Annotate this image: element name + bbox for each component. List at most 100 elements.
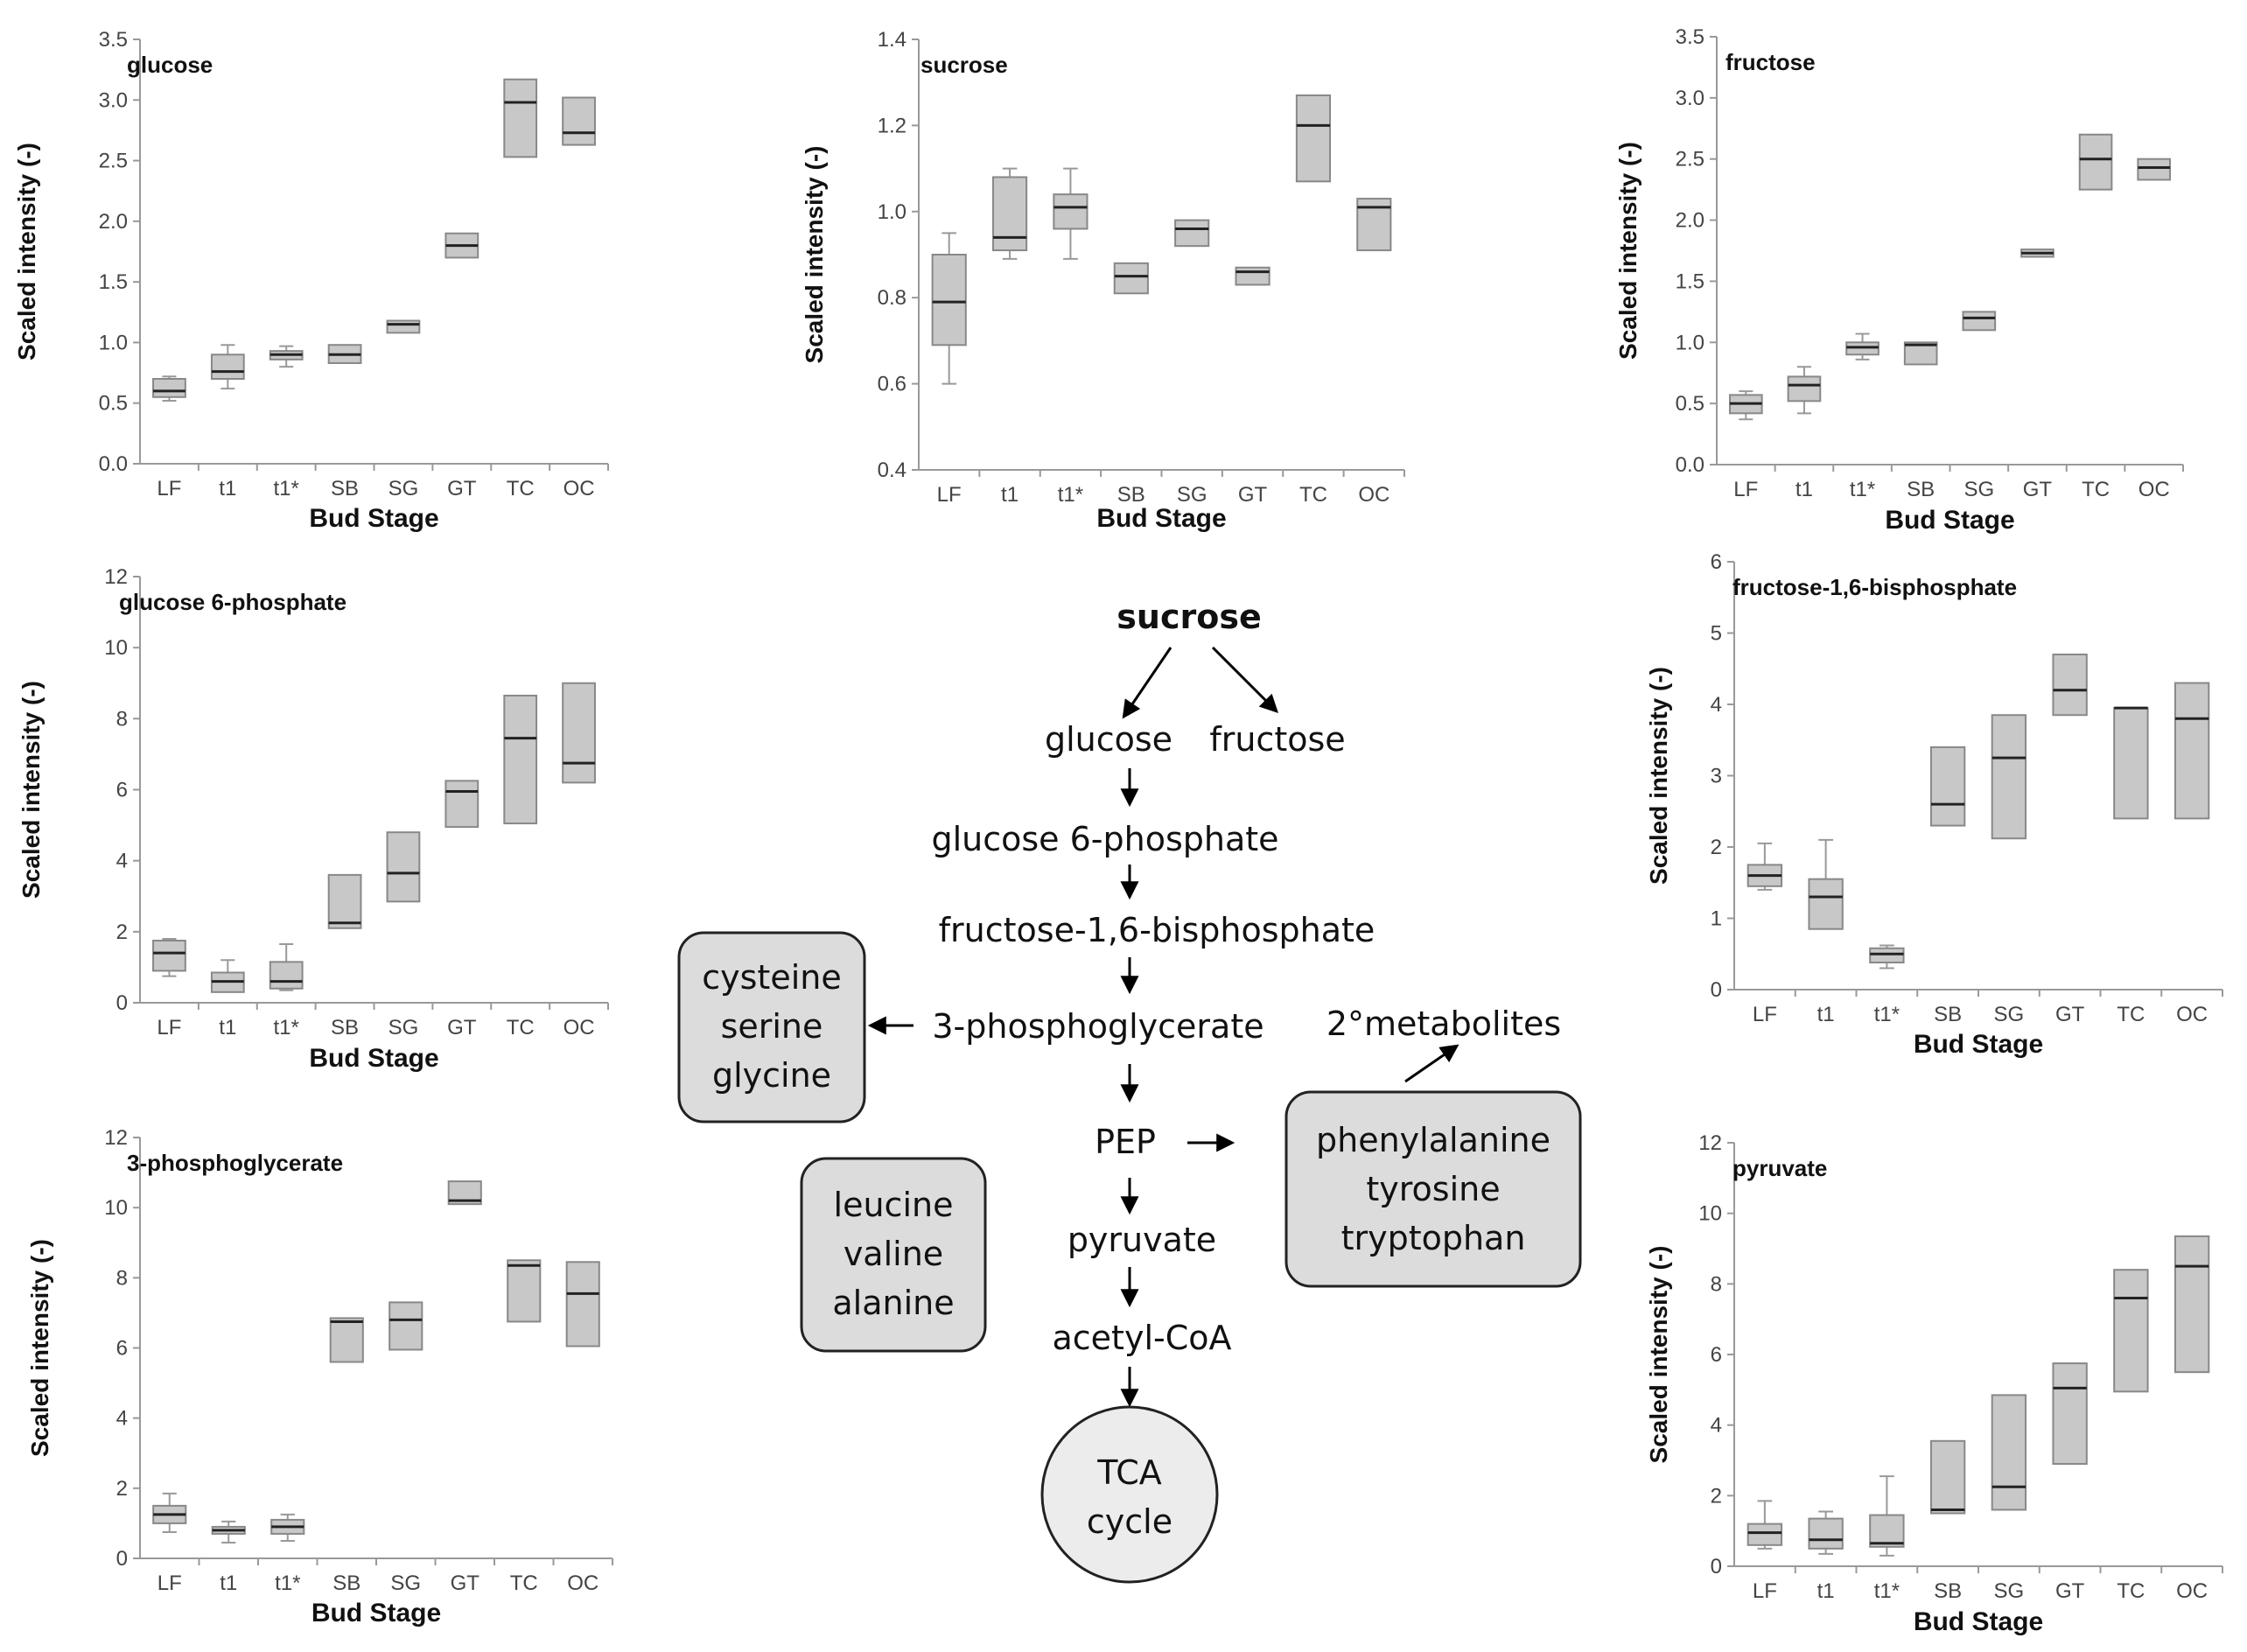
y-tick-label: 2.0 xyxy=(1676,209,1704,233)
tca-cycle-label-1: TCA xyxy=(1096,1453,1162,1492)
chart-title: fructose-1,6-bisphosphate xyxy=(1732,574,2017,600)
y-tick-label: 8 xyxy=(116,707,128,731)
tca-cycle-label-2: cycle xyxy=(1087,1502,1172,1541)
x-tick-label: t1* xyxy=(1058,483,1083,507)
y-tick-label: 2 xyxy=(116,920,128,944)
chart-glucose: 0.0 0.5 1.0 1.5 2.0 2.5 3.0 3.5 LF t1 t1* SB SG GT TC O… xyxy=(13,28,609,533)
x-tick-label: SB xyxy=(332,1572,360,1595)
chart-title: glucose 6-phosphate xyxy=(119,589,346,615)
box-iqr xyxy=(562,96,596,146)
y-tick-label: 4 xyxy=(116,1407,128,1431)
box-iqr xyxy=(1929,746,1966,827)
x-tick-label: t1* xyxy=(1850,478,1875,501)
x-tick-label: OC xyxy=(2176,1003,2208,1026)
y-tick-label: 0.0 xyxy=(99,452,128,476)
chart-title: sucrose xyxy=(920,52,1008,78)
y-tick-label: 1 xyxy=(1711,907,1722,931)
y-tick-label: 1.4 xyxy=(878,28,906,52)
box-iqr xyxy=(329,1317,364,1363)
y-tick-label: 4 xyxy=(1711,1414,1722,1438)
x-tick-label: LF xyxy=(157,1016,181,1040)
x-tick-label: GT xyxy=(447,477,477,500)
box-iqr xyxy=(388,1301,424,1351)
y-tick-label: 2.5 xyxy=(1676,148,1704,172)
box-aromatic-group xyxy=(1284,1090,1582,1288)
x-axis-label: Bud Stage xyxy=(312,1599,441,1628)
x-tick-label: SG xyxy=(388,477,419,500)
x-tick-label: TC xyxy=(2117,1579,2145,1603)
chart-title: 3-phosphoglycerate xyxy=(127,1150,343,1176)
x-tick-label: t1* xyxy=(274,1016,299,1040)
y-tick-label: 2 xyxy=(116,1477,128,1501)
y-axis-label: Scaled intensity (-) xyxy=(26,1239,53,1457)
y-axis-label: Scaled intensity (-) xyxy=(1614,142,1642,360)
y-axis-label: Scaled intensity (-) xyxy=(13,143,40,360)
box-iqr xyxy=(991,176,1028,252)
arrow-aromatic-secondary xyxy=(1404,1044,1460,1083)
y-tick-label: 0.5 xyxy=(1676,392,1704,416)
box-leucine-group xyxy=(800,1157,987,1353)
box-iqr xyxy=(152,378,186,398)
node-secondary-metabolites: 2°metabolites xyxy=(1326,1004,1561,1043)
box-iqr xyxy=(386,831,421,903)
y-tick-label: 2.5 xyxy=(99,150,128,173)
node-sucrose: sucrose xyxy=(1116,598,1261,636)
y-tick-label: 8 xyxy=(116,1266,128,1290)
x-tick-label: TC xyxy=(507,1016,535,1040)
x-axis-label: Bud Stage xyxy=(309,1044,438,1073)
x-tick-label: TC xyxy=(1299,483,1327,507)
y-axis-label: Scaled intensity (-) xyxy=(1645,667,1672,885)
x-axis-label: Bud Stage xyxy=(309,504,438,533)
y-tick-label: 6 xyxy=(1711,1343,1722,1367)
chart-glucose-6-phosphate: 0 2 4 6 8 10 12 LF t1 t1* SB SG GT TC OC glucose 6-phos… xyxy=(18,565,609,1073)
box-iqr xyxy=(386,319,421,334)
x-tick-label: SG xyxy=(1964,478,1994,501)
box-iqr xyxy=(444,780,480,829)
x-tick-label: t1 xyxy=(219,477,236,500)
box-iqr xyxy=(1991,1394,2027,1511)
y-tick-label: 10 xyxy=(104,1196,128,1220)
box-serine-item: cysteine xyxy=(702,958,841,997)
x-tick-label: t1 xyxy=(1001,483,1018,507)
y-tick-label: 5 xyxy=(1711,622,1722,646)
x-tick-label: SB xyxy=(331,1016,359,1040)
box-iqr xyxy=(1991,714,2027,840)
box-leucine-item: valine xyxy=(844,1235,943,1273)
y-tick-label: 0 xyxy=(116,1547,128,1571)
y-tick-label: 2 xyxy=(1711,836,1722,859)
x-axis-label: Bud Stage xyxy=(1914,1607,2043,1636)
box-serine-group xyxy=(677,931,866,1124)
x-axis-label: Bud Stage xyxy=(1096,504,1226,533)
box-iqr xyxy=(210,354,245,380)
node-fructose-1-6-bisphosphate: fructose-1,6-bisphosphate xyxy=(939,911,1376,949)
box-iqr xyxy=(269,961,304,990)
box-iqr xyxy=(2174,1235,2210,1374)
box-iqr xyxy=(1295,94,1332,183)
y-tick-label: 10 xyxy=(104,636,128,660)
y-tick-label: 12 xyxy=(1698,1131,1722,1155)
x-tick-label: LF xyxy=(1753,1579,1777,1603)
x-axis-label: Bud Stage xyxy=(1914,1030,2043,1059)
y-tick-label: 1.0 xyxy=(1676,331,1704,354)
x-tick-label: t1* xyxy=(1874,1579,1900,1603)
y-tick-label: 12 xyxy=(104,565,128,589)
x-tick-label: t1* xyxy=(1874,1003,1900,1026)
x-tick-label: SG xyxy=(1994,1579,2025,1603)
x-tick-label: SG xyxy=(388,1016,419,1040)
node-acetyl-coa: acetyl-CoA xyxy=(1053,1319,1232,1357)
box-leucine-item: alanine xyxy=(832,1284,954,1322)
box-leucine-item: leucine xyxy=(834,1186,954,1224)
box-aromatic-item: phenylalanine xyxy=(1316,1121,1550,1159)
box-aromatic-item: tyrosine xyxy=(1366,1170,1500,1208)
box-iqr xyxy=(1808,878,1844,930)
x-tick-label: TC xyxy=(2082,478,2110,501)
box-iqr xyxy=(2113,707,2149,820)
y-tick-label: 3.5 xyxy=(99,28,128,52)
box-iqr xyxy=(1113,262,1149,295)
x-tick-label: GT xyxy=(2055,1579,2085,1603)
x-tick-label: GT xyxy=(451,1572,480,1595)
x-tick-label: SB xyxy=(331,477,359,500)
y-axis-label: Scaled intensity (-) xyxy=(1645,1246,1672,1464)
chart-fructose: 0.0 0.5 1.0 1.5 2.0 2.5 3.0 3.5 LF t1 t1* SB SG GT TC O… xyxy=(1614,25,2184,535)
